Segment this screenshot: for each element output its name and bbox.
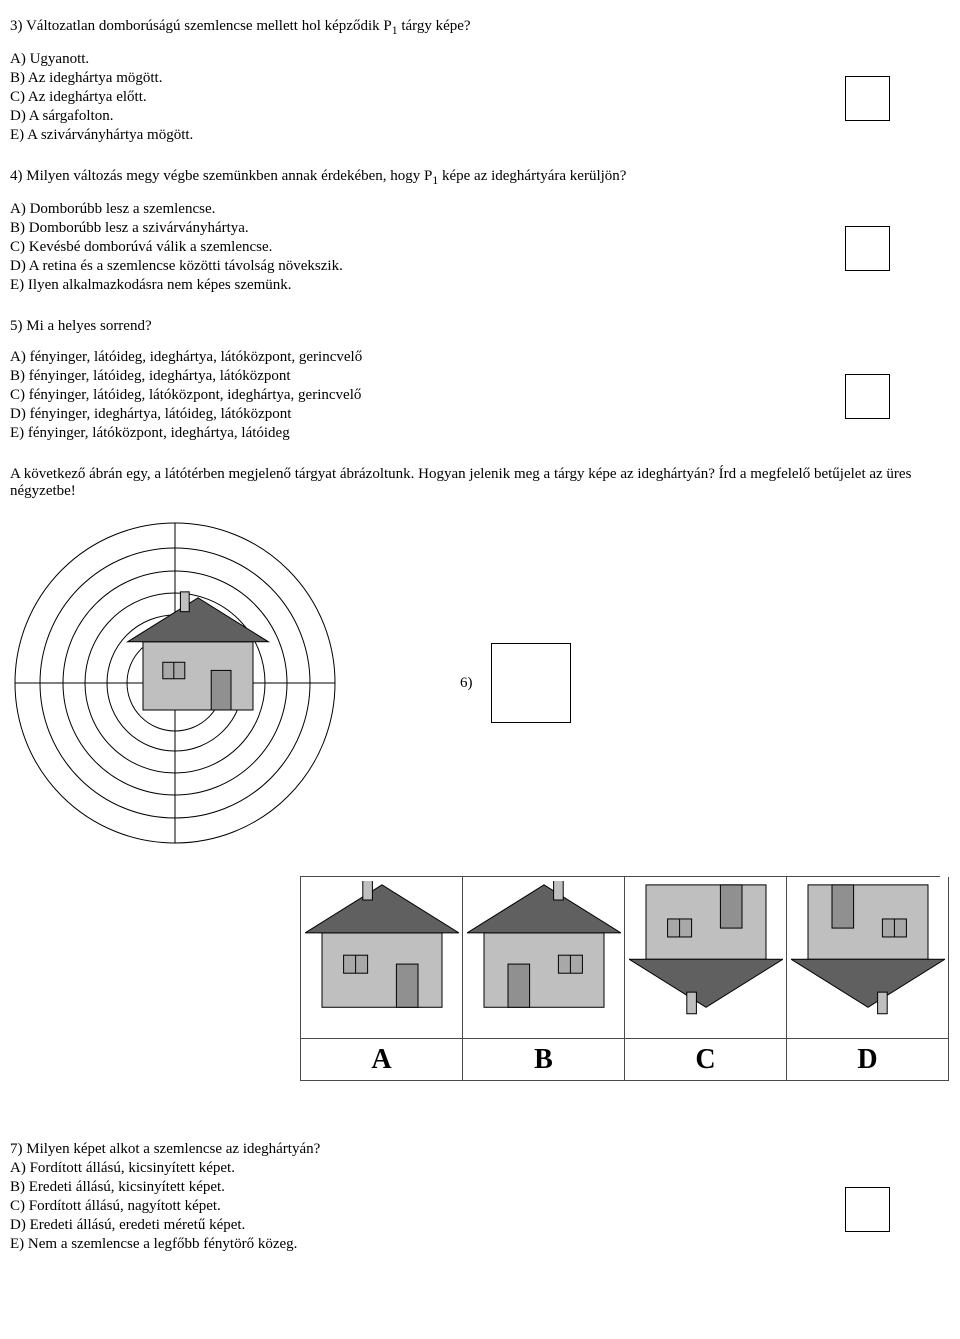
question-5-option-c: C) fényinger, látóideg, látóközpont, ide… [10, 387, 940, 404]
question-7-option-e: E) Nem a szemlencse a legfőbb fénytörő k… [10, 1236, 940, 1253]
choice-cell-c [625, 877, 787, 1039]
choice-a-house [305, 881, 459, 1035]
choice-label-b: B [463, 1039, 625, 1081]
question-7-answer-box[interactable] [845, 1187, 890, 1232]
question-5-option-d: D) fényinger, ideghártya, látóideg, látó… [10, 406, 940, 423]
question-4-option-d: D) A retina és a szemlencse közötti távo… [10, 258, 940, 275]
question-4-text: 4) Milyen változás megy végbe szemünkben… [10, 168, 940, 187]
question-4-text-b: képe az ideghártyára kerüljön? [438, 168, 626, 184]
question-4-option-a: A) Domborúbb lesz a szemlencse. [10, 201, 940, 218]
question-7-text: 7) Milyen képet alkot a szemlencse az id… [10, 1141, 940, 1158]
question-5-options: A) fényinger, látóideg, ideghártya, látó… [10, 349, 940, 442]
question-4-option-e: E) Ilyen alkalmazkodásra nem képes szemü… [10, 277, 940, 294]
question-3-answer-box[interactable] [845, 76, 890, 121]
question-5-option-b: B) fényinger, látóideg, ideghártya, látó… [10, 368, 940, 385]
question-5-option-e: E) fényinger, látóközpont, ideghártya, l… [10, 425, 940, 442]
question-4-answer-box[interactable] [845, 226, 890, 271]
question-3-text-b: tárgy képe? [398, 18, 471, 34]
choice-cell-d [787, 877, 949, 1039]
question-3-options: A) Ugyanott. B) Az ideghártya mögött. C)… [10, 51, 940, 144]
question-4-options: A) Domborúbb lesz a szemlencse. B) Dombo… [10, 201, 940, 294]
question-3-option-d: D) A sárgafolton. [10, 108, 940, 125]
target-diagram [10, 518, 340, 848]
question-4: 4) Milyen változás megy végbe szemünkben… [10, 168, 940, 294]
question-7-option-c: C) Fordított állású, nagyított képet. [10, 1198, 940, 1215]
choice-c-house [629, 881, 783, 1035]
choice-label-d: D [787, 1039, 949, 1081]
question-4-option-c: C) Kevésbé domborúvá válik a szemlencse. [10, 239, 940, 256]
question-6-intro: A következő ábrán egy, a látótérben megj… [10, 466, 940, 500]
question-7: 7) Milyen képet alkot a szemlencse az id… [10, 1141, 940, 1253]
question-5-option-a: A) fényinger, látóideg, ideghártya, látó… [10, 349, 940, 366]
question-7-option-b: B) Eredeti állású, kicsinyített képet. [10, 1179, 940, 1196]
choice-label-c: C [625, 1039, 787, 1081]
choice-grid: A B C D [300, 876, 940, 1081]
question-5: 5) Mi a helyes sorrend? A) fényinger, lá… [10, 318, 940, 442]
question-3-option-c: C) Az ideghártya előtt. [10, 89, 940, 106]
question-6-label: 6) [460, 675, 473, 692]
question-5-answer-box[interactable] [845, 374, 890, 419]
target-diagram-row: 6) [10, 518, 940, 848]
question-3-option-e: E) A szivárványhártya mögött. [10, 127, 940, 144]
question-6-answer-box[interactable] [491, 643, 571, 723]
choice-d-house [791, 881, 945, 1035]
choice-b-house [467, 881, 621, 1035]
question-3-text: 3) Változatlan domborúságú szemlencse me… [10, 18, 940, 37]
question-3: 3) Változatlan domborúságú szemlencse me… [10, 18, 940, 144]
question-3-text-a: 3) Változatlan domborúságú szemlencse me… [10, 18, 392, 34]
question-7-option-d: D) Eredeti állású, eredeti méretű képet. [10, 1217, 940, 1234]
question-3-option-b: B) Az ideghártya mögött. [10, 70, 940, 87]
question-3-option-a: A) Ugyanott. [10, 51, 940, 68]
choice-cell-a [301, 877, 463, 1039]
question-4-option-b: B) Domborúbb lesz a szivárványhártya. [10, 220, 940, 237]
question-5-text: 5) Mi a helyes sorrend? [10, 318, 940, 335]
choice-cell-b [463, 877, 625, 1039]
question-7-option-a: A) Fordított állású, kicsinyített képet. [10, 1160, 940, 1177]
choice-label-a: A [301, 1039, 463, 1081]
question-7-options: A) Fordított állású, kicsinyített képet.… [10, 1160, 940, 1253]
question-4-text-a: 4) Milyen változás megy végbe szemünkben… [10, 168, 432, 184]
